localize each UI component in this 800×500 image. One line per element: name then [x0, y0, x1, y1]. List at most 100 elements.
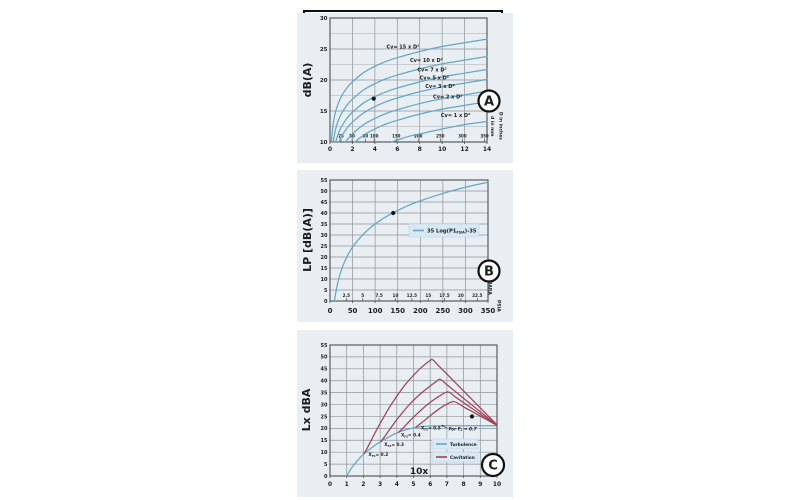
- y-tick-label: 45: [321, 367, 328, 373]
- x-tick-label: 100: [368, 307, 383, 315]
- inner-axis-tick-label: 200: [414, 133, 423, 138]
- curve-label: Cv= 10 x D²: [410, 58, 443, 64]
- y-tick-label: 35: [321, 222, 328, 228]
- panel-badge-circle: [480, 452, 506, 478]
- x-tick-label: 6: [395, 146, 399, 153]
- y-tick-label: 25: [320, 47, 328, 53]
- side-unit-label: BARA: [487, 281, 493, 295]
- y-tick-label: 30: [321, 233, 328, 239]
- series-curve: [380, 378, 498, 443]
- x-tick-label: 5: [411, 481, 415, 488]
- inner-axis-tick-label: 17.5: [439, 293, 449, 298]
- inner-axis-tick-label: 150: [392, 133, 401, 138]
- y-tick-label: 20: [320, 78, 328, 84]
- inner-axis-tick-label: 10: [393, 293, 399, 298]
- x-tick-label: 6: [428, 481, 432, 488]
- y-tick-label: 25: [321, 244, 328, 250]
- annotation-text: For FL = 0.7: [449, 426, 477, 432]
- inner-axis-tick-label: 20: [458, 293, 464, 298]
- data-marker-dot: [391, 210, 396, 216]
- y-tick-label: 30: [321, 402, 328, 408]
- x-tick-label: 7: [445, 481, 449, 488]
- panel-badge-circle: [477, 89, 501, 113]
- x-tick-label: 10: [493, 481, 501, 488]
- y-tick-label: 25: [321, 414, 328, 420]
- series-curve: [338, 78, 488, 143]
- curve-label: Cv= 2 x D²: [433, 95, 462, 101]
- y-tick-label: 0: [324, 299, 328, 305]
- inner-axis-tick-label: 15: [425, 293, 431, 298]
- x-tick-label: 4: [373, 146, 377, 153]
- x-tick-label: 9: [478, 481, 482, 488]
- y-tick-label: 20: [321, 255, 328, 261]
- x-tick-label: 12: [460, 146, 468, 153]
- y-tick-label: 0: [324, 474, 328, 480]
- y-tick-label: 5: [324, 462, 328, 468]
- x-tick-label: 50: [348, 307, 358, 315]
- series-curve: [346, 425, 498, 477]
- annotation-arrow-head: [441, 425, 444, 428]
- panel-background: [297, 330, 513, 497]
- x-tick-label: 2: [350, 146, 354, 153]
- x-tick-label: 4: [395, 481, 399, 488]
- inner-axis-tick-label: 5: [361, 293, 364, 298]
- side-unit-label: PSIA: [496, 300, 502, 312]
- series-curve: [344, 90, 488, 143]
- y-tick-label: 40: [321, 379, 328, 385]
- side-unit-label: D in inches: [498, 112, 504, 140]
- x-tick-label: 2: [361, 481, 365, 488]
- inner-axis-tick-label: 300: [458, 133, 467, 138]
- series-curve: [391, 120, 488, 143]
- x-tick-label: 300: [458, 307, 473, 315]
- curve-label: Cv= 5 x D²: [420, 75, 449, 81]
- branch-point-label: XFZ= 0.3: [384, 442, 404, 448]
- panel-badge-letter: A: [484, 95, 494, 110]
- curve-label: Cv= 3 x D²: [425, 84, 454, 90]
- inner-axis-tick-label: 350: [480, 133, 489, 138]
- x-tick-label: 250: [436, 307, 451, 315]
- bracket-top-line: [303, 10, 503, 12]
- data-marker-dot: [469, 414, 475, 419]
- panel-badge-letter: C: [488, 459, 498, 474]
- series-curve: [354, 101, 488, 143]
- y-tick-label: 45: [321, 200, 328, 206]
- legend-label: Cavitation: [450, 455, 475, 461]
- x-tick-label: 200: [413, 307, 428, 315]
- series-curve: [333, 181, 489, 302]
- series-curve: [363, 358, 498, 455]
- y-tick-label: 30: [320, 16, 328, 22]
- x-tick-label: 150: [390, 307, 405, 315]
- y-tick-label: 10: [321, 277, 328, 283]
- y-axis-title: Lx dBA: [300, 388, 313, 431]
- y-tick-label: 40: [321, 211, 328, 217]
- legend-label: 35 Log(P1PSIA)-35: [427, 228, 477, 234]
- inner-axis-tick-label: 22.5: [472, 293, 482, 298]
- panel-badge-letter: B: [484, 265, 494, 280]
- curve-label: Cv= 7 x D²: [417, 67, 446, 73]
- branch-point-label: XFZ= 0.5: [421, 425, 441, 431]
- y-tick-label: 5: [324, 288, 328, 294]
- x-tick-label: 0: [328, 481, 332, 488]
- inner-axis-tick-label: 2.5: [343, 293, 351, 298]
- legend-box: [431, 451, 479, 463]
- inner-axis-tick-label: 100: [370, 133, 379, 138]
- legend-box: [408, 223, 480, 238]
- inner-axis-tick-label: 50: [349, 133, 355, 138]
- branch-point-label: XFZ= 0.4: [401, 432, 421, 438]
- inner-axis-tick-label: 250: [436, 133, 445, 138]
- branch-point-label: XFZ= 0.2: [368, 452, 388, 458]
- panel-badge-circle: [477, 259, 501, 283]
- y-tick-label: 55: [321, 178, 328, 184]
- x-tick-label: 8: [462, 481, 466, 488]
- series-curve: [332, 55, 488, 143]
- y-tick-label: 15: [320, 109, 328, 115]
- panel-background: [297, 13, 513, 163]
- x-axis-title: 10x: [410, 467, 429, 477]
- y-tick-label: 55: [321, 343, 328, 349]
- side-unit-label: d in mm: [489, 116, 495, 137]
- plot-frame: [329, 179, 489, 302]
- x-tick-label: 10: [438, 146, 446, 153]
